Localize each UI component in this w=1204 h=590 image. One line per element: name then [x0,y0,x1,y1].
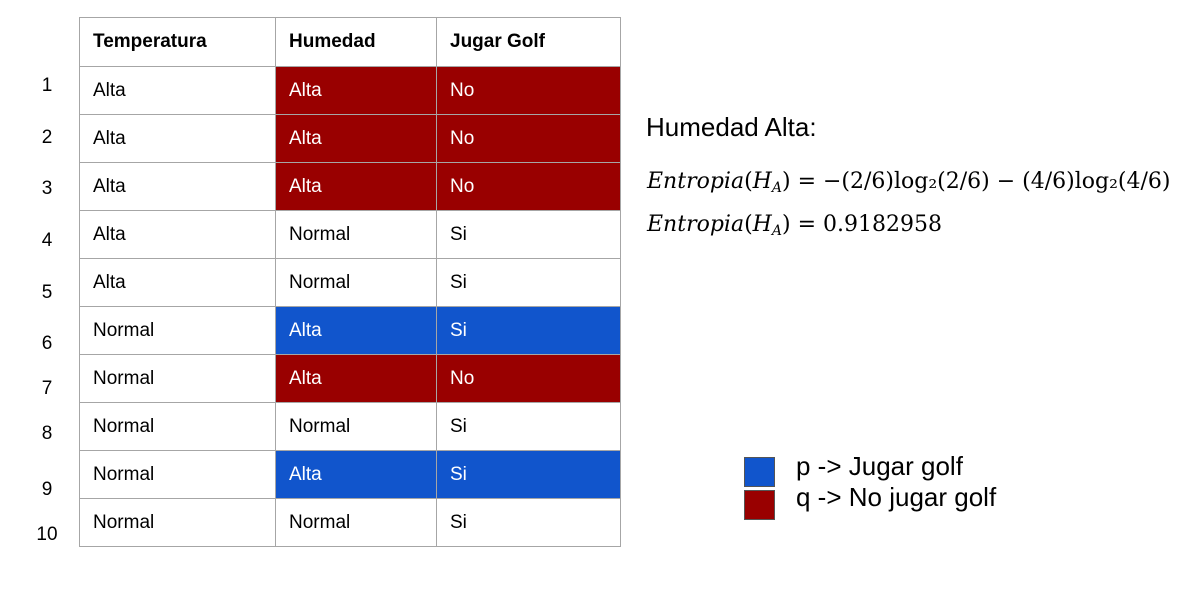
cell-jugar-golf: Si [436,210,621,259]
formula-lhs-var: H [752,169,772,194]
legend-swatch-q [744,490,775,520]
table-row: Alta Alta No [79,66,621,115]
cell-humedad: Alta [275,162,437,211]
row-number: 2 [41,127,53,148]
section-heading: Humedad Alta: [646,112,817,142]
table-row: Alta Alta No [79,114,621,163]
cell-humedad: Normal [275,210,437,259]
cell-humedad: Alta [275,450,437,499]
table-row: Normal Alta Si [79,450,621,499]
cell-jugar-golf: No [436,162,621,211]
formula-lhs-sub: A [771,180,782,196]
cell-jugar-golf: Si [436,450,621,499]
table-row: Alta Alta No [79,162,621,211]
cell-temperatura: Normal [79,306,276,355]
header-humedad: Humedad [275,17,437,67]
formula-lhs-name: Entropia [647,169,745,194]
cell-humedad: Alta [275,114,437,163]
legend-swatch-p [744,457,775,487]
row-number: 7 [41,378,53,399]
cell-humedad: Normal [275,498,437,547]
cell-humedad: Normal [275,402,437,451]
row-number: 3 [41,178,53,199]
header-temperatura: Temperatura [79,17,276,67]
cell-jugar-golf: Si [436,402,621,451]
cell-temperatura: Alta [79,258,276,307]
cell-jugar-golf: Si [436,306,621,355]
cell-temperatura: Normal [79,354,276,403]
table-header-row: Temperatura Humedad Jugar Golf [79,17,621,67]
cell-humedad: Alta [275,306,437,355]
formula-lhs-sub: A [771,223,782,239]
cell-humedad: Alta [275,354,437,403]
cell-temperatura: Normal [79,498,276,547]
header-jugar-golf: Jugar Golf [436,17,621,67]
row-number: 10 [36,524,58,545]
table-row: Normal Alta Si [79,306,621,355]
formula-result-value: = 0.9182958 [797,212,942,237]
entropy-formula: Entropia(HA) = −(2/6)log₂(2/6) − (4/6)lo… [647,169,1171,196]
table-row: Normal Alta No [79,354,621,403]
row-number: 9 [41,479,53,500]
cell-temperatura: Alta [79,210,276,259]
row-number: 1 [41,75,53,96]
cell-jugar-golf: No [436,66,621,115]
formula-lhs-var: H [752,212,772,237]
cell-jugar-golf: No [436,114,621,163]
formula-rhs: = −(2/6)log₂(2/6) − (4/6)log₂(4/6) [797,169,1171,194]
row-number: 8 [41,423,53,444]
table-row: Alta Normal Si [79,210,621,259]
cell-jugar-golf: Si [436,258,621,307]
cell-humedad: Alta [275,66,437,115]
table-row: Normal Normal Si [79,402,621,451]
row-number: 5 [41,282,53,303]
table-row: Normal Normal Si [79,498,621,547]
golf-data-table: Temperatura Humedad Jugar Golf Alta Alta… [79,17,621,547]
cell-temperatura: Alta [79,66,276,115]
cell-temperatura: Alta [79,114,276,163]
cell-temperatura: Normal [79,402,276,451]
cell-humedad: Normal [275,258,437,307]
entropy-result: Entropia(HA) = 0.9182958 [647,212,942,239]
cell-jugar-golf: Si [436,498,621,547]
cell-temperatura: Alta [79,162,276,211]
row-number: 6 [41,333,53,354]
formula-lhs-name: Entropia [647,212,745,237]
legend-label-q: q -> No jugar golf [796,482,997,512]
legend-label-p: p -> Jugar golf [796,451,963,481]
table-row: Alta Normal Si [79,258,621,307]
row-number: 4 [41,230,53,251]
cell-jugar-golf: No [436,354,621,403]
cell-temperatura: Normal [79,450,276,499]
